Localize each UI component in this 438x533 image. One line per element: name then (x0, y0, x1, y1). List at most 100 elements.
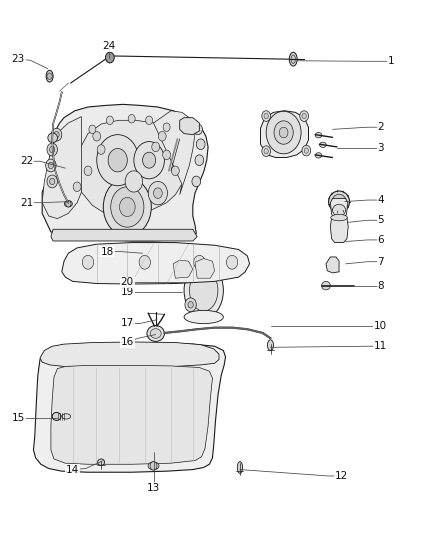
Text: 5: 5 (377, 215, 384, 225)
Ellipse shape (184, 257, 223, 270)
Circle shape (302, 146, 311, 156)
Polygon shape (51, 229, 197, 241)
Circle shape (89, 125, 96, 134)
Circle shape (143, 152, 155, 168)
Ellipse shape (320, 142, 326, 148)
Circle shape (47, 175, 57, 188)
Circle shape (93, 132, 101, 141)
Ellipse shape (46, 70, 53, 82)
Polygon shape (195, 259, 215, 278)
Circle shape (103, 177, 151, 236)
Text: 21: 21 (20, 198, 34, 208)
Ellipse shape (291, 55, 295, 63)
Text: 7: 7 (377, 257, 384, 266)
Circle shape (194, 255, 205, 269)
Ellipse shape (147, 326, 164, 342)
Text: 2: 2 (377, 122, 384, 132)
Circle shape (264, 149, 268, 154)
Circle shape (120, 197, 135, 216)
Circle shape (264, 114, 268, 119)
Circle shape (188, 302, 193, 308)
Circle shape (185, 298, 196, 312)
Polygon shape (62, 243, 250, 284)
Ellipse shape (48, 133, 57, 143)
Circle shape (66, 200, 71, 207)
Text: 11: 11 (374, 341, 387, 351)
Ellipse shape (184, 263, 223, 318)
Text: 18: 18 (101, 247, 114, 256)
Circle shape (158, 132, 166, 141)
Ellipse shape (52, 413, 61, 421)
Circle shape (262, 146, 271, 157)
Circle shape (196, 139, 205, 150)
Ellipse shape (64, 200, 72, 207)
Circle shape (106, 116, 113, 125)
Text: 4: 4 (377, 195, 384, 205)
Text: 17: 17 (121, 318, 134, 328)
Ellipse shape (150, 329, 161, 338)
Text: 24: 24 (102, 41, 116, 51)
Circle shape (108, 149, 127, 172)
Circle shape (262, 111, 271, 122)
Text: 15: 15 (11, 413, 25, 423)
Polygon shape (153, 111, 195, 195)
Ellipse shape (328, 191, 350, 212)
Circle shape (302, 114, 306, 119)
Polygon shape (326, 257, 339, 273)
Polygon shape (261, 111, 308, 158)
Text: 19: 19 (121, 287, 134, 297)
Polygon shape (33, 343, 226, 472)
Text: 13: 13 (147, 483, 160, 493)
Ellipse shape (98, 459, 105, 465)
Circle shape (195, 155, 204, 165)
Circle shape (162, 150, 170, 160)
Circle shape (128, 115, 135, 123)
Circle shape (153, 188, 162, 198)
Ellipse shape (321, 281, 330, 290)
Ellipse shape (332, 194, 346, 209)
Text: 6: 6 (377, 235, 384, 245)
Circle shape (49, 147, 55, 153)
Circle shape (46, 159, 56, 172)
Ellipse shape (184, 310, 223, 324)
Ellipse shape (315, 133, 322, 138)
Circle shape (148, 181, 167, 205)
Text: 8: 8 (377, 281, 384, 290)
Text: 14: 14 (66, 465, 79, 474)
Ellipse shape (315, 153, 322, 158)
Polygon shape (51, 366, 212, 464)
Text: 16: 16 (121, 337, 134, 347)
Circle shape (163, 123, 170, 132)
Ellipse shape (190, 270, 218, 311)
Circle shape (139, 255, 150, 269)
Circle shape (49, 178, 55, 184)
Circle shape (304, 148, 308, 154)
Circle shape (146, 116, 152, 125)
Circle shape (279, 127, 288, 138)
Circle shape (51, 128, 62, 141)
Ellipse shape (331, 214, 347, 221)
Circle shape (300, 111, 308, 122)
Text: 1: 1 (388, 56, 395, 66)
Ellipse shape (148, 462, 159, 470)
Ellipse shape (268, 340, 274, 351)
Circle shape (84, 166, 92, 175)
Polygon shape (173, 260, 193, 278)
Text: 22: 22 (20, 156, 34, 166)
Polygon shape (330, 217, 348, 243)
Polygon shape (77, 120, 186, 214)
Polygon shape (180, 118, 199, 135)
Circle shape (97, 145, 105, 155)
Ellipse shape (332, 204, 346, 216)
Circle shape (150, 462, 157, 470)
Polygon shape (330, 198, 348, 219)
Text: 10: 10 (374, 321, 387, 331)
Circle shape (194, 124, 202, 135)
Circle shape (47, 73, 52, 79)
Circle shape (226, 255, 238, 269)
Text: 23: 23 (11, 54, 25, 64)
Circle shape (274, 121, 293, 144)
Circle shape (171, 166, 179, 175)
Circle shape (192, 176, 201, 187)
Circle shape (97, 135, 139, 185)
